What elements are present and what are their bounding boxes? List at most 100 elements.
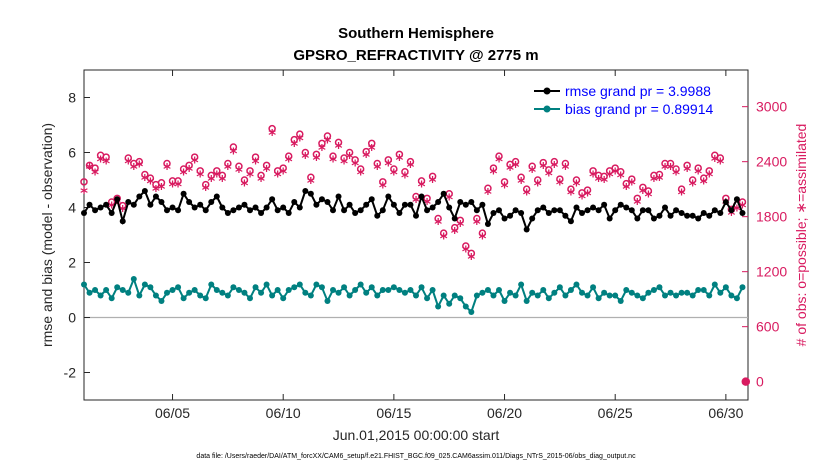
obs-assimilated-point: * bbox=[324, 133, 332, 151]
bias-point bbox=[396, 287, 403, 293]
bias-point bbox=[656, 284, 663, 291]
obs-assimilated-point: * bbox=[683, 162, 691, 180]
obs-possible-point bbox=[450, 223, 459, 232]
obs-possible-point bbox=[224, 159, 232, 168]
obs-possible-point bbox=[329, 152, 337, 160]
bias-point bbox=[584, 292, 591, 299]
obs-assimilated-point: * bbox=[412, 193, 420, 211]
obs-possible-point bbox=[705, 167, 714, 175]
rmse-point bbox=[213, 193, 220, 200]
rmse-point bbox=[169, 204, 176, 211]
rmse-point bbox=[612, 207, 619, 214]
obs-possible-point bbox=[644, 187, 653, 195]
rmse-point bbox=[717, 210, 724, 216]
obs-possible-point bbox=[141, 170, 149, 179]
obs-assimilated-point: * bbox=[279, 165, 287, 183]
bias-point bbox=[341, 284, 348, 291]
rmse-point bbox=[667, 212, 674, 219]
obs-possible-point bbox=[677, 185, 686, 193]
obs-assimilated-point: * bbox=[727, 206, 735, 224]
obs-assimilated-point: * bbox=[80, 184, 88, 202]
obs-possible-point bbox=[699, 174, 708, 182]
y2-axis-ticks: 0 600 1200 1800 2400 3000 bbox=[742, 99, 787, 390]
obs-possible-point bbox=[500, 178, 509, 186]
obs-possible-point bbox=[639, 183, 647, 192]
x-axis-ticks: 06/05 06/10 06/15 06/20 06/25 06/30 bbox=[155, 70, 744, 421]
obs-assimilated-point: * bbox=[174, 177, 182, 195]
rmse-point bbox=[590, 204, 597, 211]
bias-point bbox=[462, 303, 469, 310]
legend-rmse-marker bbox=[543, 87, 551, 95]
bias-point bbox=[335, 289, 342, 296]
rmse-point bbox=[534, 207, 541, 214]
obs-assimilated-point: * bbox=[534, 177, 542, 195]
obs-assimilated-point: * bbox=[528, 163, 536, 181]
bias-point bbox=[711, 281, 718, 288]
bias-point bbox=[296, 281, 303, 288]
bias-point bbox=[446, 300, 453, 307]
obs-possible-point bbox=[628, 175, 636, 183]
obs-assimilated-point: * bbox=[102, 155, 110, 173]
obs-possible-point bbox=[545, 166, 553, 174]
obs-assimilated-point: * bbox=[633, 195, 641, 213]
obs-possible-point bbox=[174, 177, 182, 185]
obs-assimilated-point: * bbox=[644, 188, 652, 206]
obs-assimilated-point: * bbox=[561, 160, 569, 178]
rmse-point bbox=[689, 212, 696, 219]
bias-point bbox=[440, 292, 447, 299]
rmse-point bbox=[595, 207, 602, 214]
bias-point bbox=[285, 287, 292, 293]
obs-assimilated-point: * bbox=[689, 177, 697, 195]
obs-possible-point bbox=[428, 172, 437, 181]
bias-point bbox=[247, 295, 253, 302]
rmse-point bbox=[313, 201, 320, 208]
bias-point bbox=[390, 284, 397, 291]
bias-point bbox=[97, 292, 104, 299]
rmse-point bbox=[92, 207, 99, 214]
rmse-point bbox=[158, 199, 165, 205]
rmse-point bbox=[396, 210, 403, 216]
obs-assimilated-point: * bbox=[478, 230, 486, 248]
bias-point bbox=[125, 289, 132, 296]
obs-assimilated-point: * bbox=[257, 172, 265, 190]
bias-point bbox=[562, 292, 569, 299]
bias-point bbox=[141, 281, 148, 288]
obs-assimilated-point: * bbox=[700, 175, 708, 193]
bias-point bbox=[451, 292, 458, 299]
obs-assimilated-point: * bbox=[357, 166, 365, 184]
bias-point bbox=[479, 289, 486, 296]
obs-assimilated-point: * bbox=[351, 156, 359, 174]
bias-point bbox=[252, 284, 259, 291]
rmse-point bbox=[584, 207, 591, 214]
bias-point bbox=[241, 289, 248, 296]
obs-assimilated-point: * bbox=[373, 160, 381, 178]
bias-point bbox=[130, 276, 137, 282]
obs-assimilated-point: * bbox=[672, 166, 680, 184]
obs-possible-point bbox=[91, 164, 99, 172]
rmse-point bbox=[318, 196, 325, 203]
obs-possible-point bbox=[738, 198, 747, 206]
bias-point bbox=[224, 292, 231, 299]
obs-assimilated-point: * bbox=[207, 172, 215, 190]
rmse-point bbox=[540, 204, 547, 211]
obs-assimilated-point: * bbox=[290, 137, 298, 155]
obs-possible-point bbox=[235, 162, 243, 170]
rmse-point bbox=[125, 199, 132, 205]
y-tick-label: 0 bbox=[68, 310, 76, 326]
obs-assimilated-point: * bbox=[108, 199, 116, 217]
obs-assimilated-point: * bbox=[556, 176, 564, 194]
obs-possible-point bbox=[683, 161, 691, 170]
obs-assimilated-point: * bbox=[451, 224, 459, 242]
obs-possible-point bbox=[340, 154, 348, 162]
obs-assimilated-point: * bbox=[611, 165, 619, 183]
bias-point bbox=[374, 292, 381, 299]
obs-assimilated-point: * bbox=[650, 172, 658, 190]
obs-possible-point bbox=[666, 159, 675, 168]
bias-point bbox=[523, 298, 530, 304]
obs-assimilated-point: * bbox=[252, 155, 260, 173]
obs-possible-point bbox=[572, 176, 581, 184]
bias-point bbox=[700, 287, 707, 293]
rmse-point bbox=[479, 201, 486, 208]
obs-assimilated-point: * bbox=[506, 161, 514, 179]
obs-possible-point bbox=[218, 171, 227, 180]
